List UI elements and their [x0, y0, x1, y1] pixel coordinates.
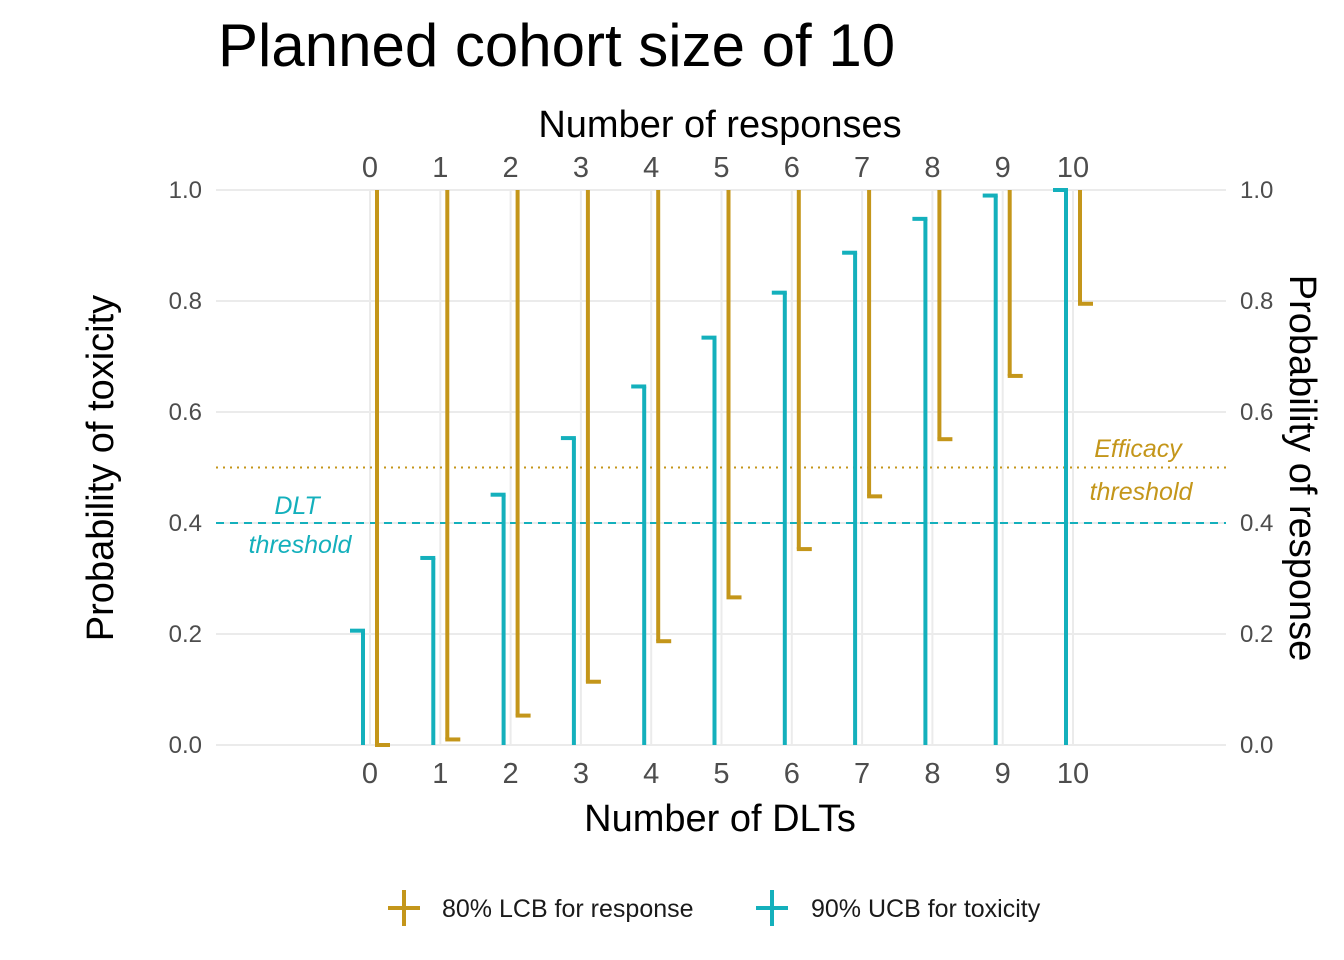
legend: 80% LCB for response 90% UCB for toxicit…: [388, 890, 1041, 926]
dlt-threshold-label-line2: threshold: [249, 531, 353, 559]
x-bottom-tick-label: 3: [573, 758, 589, 790]
x-axis-ticks: 0 0 1 1 2 2 3 3 4 4 5 5 6 6 7 7 8 8 9 9 10 10: [362, 152, 1089, 790]
x-bottom-tick-label: 10: [1057, 758, 1089, 790]
y-tick-label-left: 0.4: [169, 510, 202, 537]
x-bottom-tick-label: 8: [924, 758, 940, 790]
y-tick-label-right: 0.2: [1240, 621, 1273, 648]
y-axis-ticks: 0.0 0.0 0.2 0.2 0.4 0.4 0.6 0.6 0.8 0.8 1.0 1.0: [169, 177, 1274, 759]
x-top-tick-label: 2: [503, 152, 519, 184]
x-bottom-tick-label: 1: [432, 758, 448, 790]
x-top-tick-label: 7: [854, 152, 870, 184]
x-bottom-tick-label: 0: [362, 758, 378, 790]
x-top-tick-label: 9: [995, 152, 1011, 184]
y-tick-label-right: 0.8: [1240, 288, 1273, 315]
y-tick-label-left: 0.8: [169, 288, 202, 315]
legend-label-toxicity: 90% UCB for toxicity: [811, 895, 1041, 923]
bars: [350, 188, 1093, 747]
x-bottom-tick-label: 7: [854, 758, 870, 790]
chart-title: Planned cohort size of 10: [218, 12, 895, 79]
legend-key-toxicity: [756, 890, 788, 926]
legend-key-response: [388, 890, 420, 926]
y-right-axis-title: Probability of response: [1281, 275, 1323, 662]
y-tick-label-right: 1.0: [1240, 177, 1273, 204]
y-left-axis-title: Probability of toxicity: [80, 295, 122, 641]
threshold-lines: [216, 466, 1226, 524]
x-top-tick-label: 5: [713, 152, 729, 184]
efficacy-threshold-label-line1: Efficacy: [1094, 435, 1183, 463]
x-bottom-tick-label: 2: [503, 758, 519, 790]
x-top-axis-title: Number of responses: [538, 104, 901, 146]
x-bottom-tick-label: 6: [784, 758, 800, 790]
x-top-tick-label: 8: [924, 152, 940, 184]
x-top-tick-label: 1: [432, 152, 448, 184]
y-tick-label-left: 0.0: [169, 732, 202, 759]
x-top-tick-label: 10: [1057, 152, 1089, 184]
dlt-threshold-label-line1: DLT: [274, 492, 321, 520]
y-tick-label-left: 0.6: [169, 399, 202, 426]
x-bottom-tick-label: 9: [995, 758, 1011, 790]
y-tick-label-right: 0.0: [1240, 732, 1273, 759]
legend-label-response: 80% LCB for response: [442, 895, 694, 923]
x-top-tick-label: 4: [643, 152, 659, 184]
y-tick-label-right: 0.4: [1240, 510, 1273, 537]
y-tick-label-left: 0.2: [169, 621, 202, 648]
x-bottom-axis-title: Number of DLTs: [584, 798, 856, 840]
x-top-tick-label: 0: [362, 152, 378, 184]
y-tick-label-right: 0.6: [1240, 399, 1273, 426]
efficacy-threshold-label-line2: threshold: [1090, 478, 1194, 506]
x-top-tick-label: 3: [573, 152, 589, 184]
x-bottom-tick-label: 4: [643, 758, 659, 790]
y-tick-label-left: 1.0: [169, 177, 202, 204]
x-top-tick-label: 6: [784, 152, 800, 184]
x-bottom-tick-label: 5: [713, 758, 729, 790]
